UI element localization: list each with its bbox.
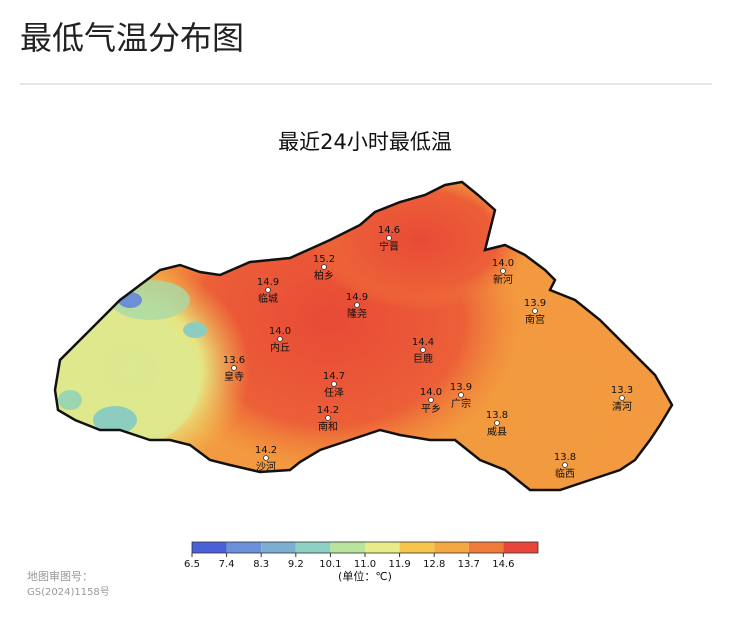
temperature-field — [55, 182, 672, 490]
station-dot — [458, 392, 464, 398]
station-name: 新河 — [493, 273, 513, 286]
station-value: 14.2 — [255, 445, 277, 456]
legend-swatch — [330, 542, 365, 553]
legend-swatch — [468, 542, 504, 553]
legend-tick-label: 14.6 — [492, 559, 514, 570]
footer-label: 地图审图号： — [27, 569, 93, 583]
station-dot — [532, 308, 538, 314]
map-title: 最近24小时最低温 — [278, 130, 452, 154]
station-value: 14.4 — [412, 337, 434, 348]
station-name: 内丘 — [270, 341, 290, 354]
station-value: 14.6 — [378, 225, 400, 236]
legend-unit: (单位：℃) — [338, 569, 392, 583]
legend-tick-label: 12.8 — [423, 559, 445, 570]
station-value: 14.0 — [269, 326, 291, 337]
stations: 14.6 宁晋 15.2 柏乡 14.9 临城 14.9 隆尧 14.0 新河 13.9 南宫 14.0… — [223, 225, 633, 480]
station-value: 13.3 — [611, 385, 633, 396]
station-name: 南和 — [318, 420, 338, 433]
station-dot — [420, 347, 426, 353]
station-name: 隆尧 — [347, 307, 367, 320]
station-dot — [428, 397, 434, 403]
station-value: 13.9 — [450, 382, 472, 393]
page-title: 最低气温分布图 — [20, 19, 244, 57]
station-name: 临西 — [555, 467, 575, 480]
legend-tick-label: 6.5 — [184, 559, 200, 570]
legend-swatch — [434, 542, 469, 553]
legend-tick-label: 13.7 — [458, 559, 480, 570]
legend-swatch — [399, 542, 435, 553]
station-dot — [386, 235, 392, 241]
station-value: 14.9 — [346, 292, 368, 303]
station-value: 14.0 — [492, 258, 514, 269]
legend-tick-label: 10.1 — [319, 559, 341, 570]
station-name: 南宫 — [525, 313, 545, 326]
station-dot — [277, 336, 283, 342]
station-value: 14.7 — [323, 371, 345, 382]
station-name: 宁晋 — [379, 240, 399, 253]
station-dot — [321, 264, 327, 270]
legend-swatch — [503, 542, 538, 553]
station-name: 平乡 — [421, 403, 441, 415]
station-name: 清河 — [612, 400, 632, 413]
station-dot — [562, 462, 568, 468]
station-name: 任泽 — [324, 386, 344, 399]
legend-swatch — [226, 542, 262, 553]
legend-swatch — [365, 542, 400, 553]
station-name: 威县 — [487, 425, 507, 438]
station-dot — [619, 395, 625, 401]
legend-tick-label: 9.2 — [288, 559, 304, 570]
station-dot — [494, 420, 500, 426]
station-name: 沙河 — [256, 461, 276, 473]
station-dot — [354, 302, 360, 308]
station-name: 柏乡 — [314, 269, 334, 282]
footer-number: GS(2024)1158号 — [27, 586, 110, 598]
legend-swatch — [295, 542, 331, 553]
station-value: 13.8 — [486, 410, 508, 421]
legend-swatch — [192, 542, 227, 553]
station-dot — [263, 455, 269, 461]
legend-tick-label: 7.4 — [219, 559, 235, 570]
legend: 6.5 7.4 8.3 9.2 10.1 11.0 11.9 12.8 13.7 14.6 (单位：… — [184, 541, 539, 583]
station-value: 13.9 — [524, 298, 546, 309]
station-value: 14.0 — [420, 387, 442, 398]
station-dot — [231, 365, 237, 371]
station-name: 广宗 — [451, 397, 471, 410]
station-dot — [331, 381, 337, 387]
station-value: 14.9 — [257, 277, 279, 288]
station-dot — [325, 415, 331, 421]
station-name: 皇寺 — [224, 370, 244, 383]
station-value: 13.6 — [223, 355, 245, 366]
station-name: 巨鹿 — [413, 352, 433, 365]
station-dot — [500, 268, 506, 274]
station-dot — [265, 287, 271, 293]
station-value: 14.2 — [317, 405, 339, 416]
station-value: 15.2 — [313, 254, 335, 265]
legend-tick-label: 11.9 — [388, 559, 410, 570]
legend-swatch — [261, 542, 296, 553]
station-value: 13.8 — [554, 452, 576, 463]
legend-tick-label: 8.3 — [253, 559, 269, 570]
station-name: 临城 — [258, 292, 278, 305]
legend-tick-label: 11.0 — [354, 559, 376, 570]
